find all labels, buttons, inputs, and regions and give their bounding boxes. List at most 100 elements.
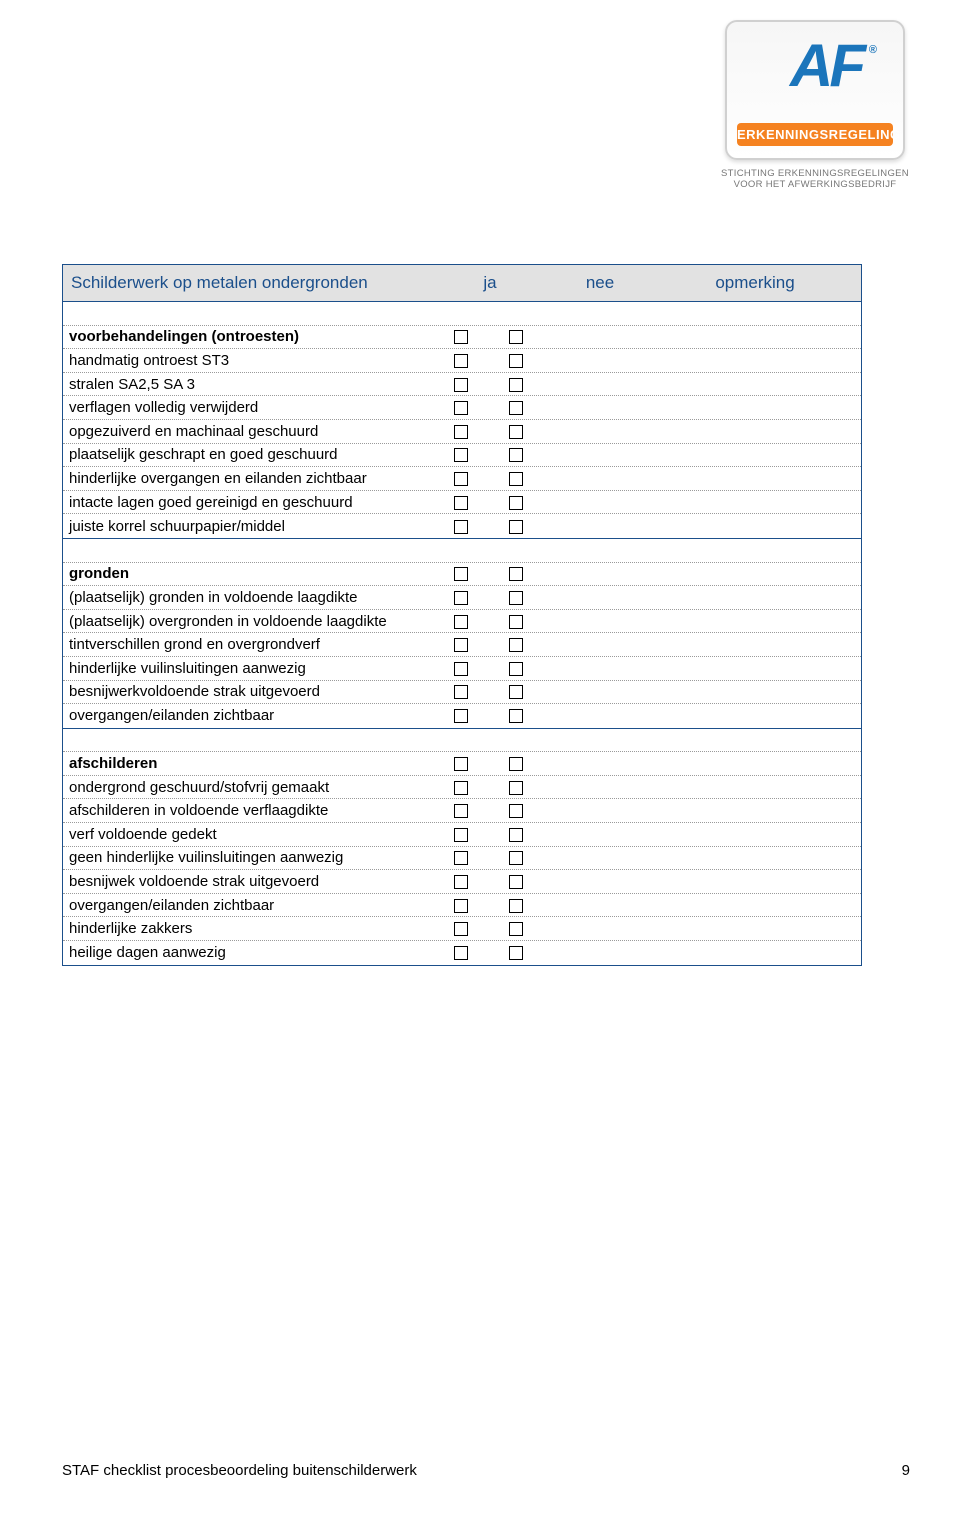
checkbox-ja[interactable] bbox=[454, 378, 468, 392]
checkbox-nee[interactable] bbox=[509, 615, 523, 629]
checkbox-nee[interactable] bbox=[509, 330, 523, 344]
cell-nee bbox=[488, 755, 543, 772]
checkbox-ja[interactable] bbox=[454, 638, 468, 652]
table-row: juiste korrel schuurpapier/middel bbox=[63, 514, 861, 538]
table-row: heilige dagen aanwezig bbox=[63, 941, 861, 965]
checkbox-ja[interactable] bbox=[454, 946, 468, 960]
checkbox-ja[interactable] bbox=[454, 757, 468, 771]
checkbox-nee[interactable] bbox=[509, 401, 523, 415]
checkbox-nee[interactable] bbox=[509, 472, 523, 486]
checkbox-ja[interactable] bbox=[454, 922, 468, 936]
checkbox-ja[interactable] bbox=[454, 472, 468, 486]
checkbox-ja[interactable] bbox=[454, 591, 468, 605]
row-label: hinderlijke overgangen en eilanden zicht… bbox=[63, 470, 433, 487]
checkbox-nee[interactable] bbox=[509, 638, 523, 652]
row-label: hinderlijke vuilinsluitingen aanwezig bbox=[63, 660, 433, 677]
checkbox-ja[interactable] bbox=[454, 781, 468, 795]
checkbox-nee[interactable] bbox=[509, 662, 523, 676]
checkbox-ja[interactable] bbox=[454, 496, 468, 510]
checkbox-ja[interactable] bbox=[454, 804, 468, 818]
checkbox-ja[interactable] bbox=[454, 709, 468, 723]
checkbox-nee[interactable] bbox=[509, 922, 523, 936]
checkbox-ja[interactable] bbox=[454, 330, 468, 344]
checkbox-ja[interactable] bbox=[454, 425, 468, 439]
checkbox-nee[interactable] bbox=[509, 354, 523, 368]
cell-ja bbox=[433, 683, 488, 700]
cell-nee bbox=[488, 779, 543, 796]
checkbox-nee[interactable] bbox=[509, 496, 523, 510]
header-ja: ja bbox=[435, 273, 545, 293]
checkbox-ja[interactable] bbox=[454, 828, 468, 842]
row-label: opgezuiverd en machinaal geschuurd bbox=[63, 423, 433, 440]
logo-area: AF ® ERKENNINGSREGELING STICHTING ERKENN… bbox=[720, 20, 910, 190]
checkbox-ja[interactable] bbox=[454, 520, 468, 534]
logo-letters: AF bbox=[727, 22, 903, 96]
checkbox-nee[interactable] bbox=[509, 520, 523, 534]
cell-ja bbox=[433, 613, 488, 630]
table-row: geen hinderlijke vuilinsluitingen aanwez… bbox=[63, 847, 861, 871]
row-label: voorbehandelingen (ontroesten) bbox=[63, 328, 433, 345]
checkbox-ja[interactable] bbox=[454, 448, 468, 462]
spacer-row bbox=[63, 539, 861, 563]
checkbox-nee[interactable] bbox=[509, 425, 523, 439]
checkbox-ja[interactable] bbox=[454, 899, 468, 913]
checkbox-ja[interactable] bbox=[454, 354, 468, 368]
row-label: handmatig ontroest ST3 bbox=[63, 352, 433, 369]
cell-nee bbox=[488, 494, 543, 511]
checkbox-nee[interactable] bbox=[509, 946, 523, 960]
cell-nee bbox=[488, 920, 543, 937]
checkbox-ja[interactable] bbox=[454, 851, 468, 865]
cell-nee bbox=[488, 802, 543, 819]
cell-ja bbox=[433, 423, 488, 440]
checkbox-nee[interactable] bbox=[509, 828, 523, 842]
row-label: verf voldoende gedekt bbox=[63, 826, 433, 843]
checkbox-nee[interactable] bbox=[509, 448, 523, 462]
checkbox-nee[interactable] bbox=[509, 781, 523, 795]
table-row: overgangen/eilanden zichtbaar bbox=[63, 894, 861, 918]
table-row: overgangen/eilanden zichtbaar bbox=[63, 704, 861, 728]
cell-ja bbox=[433, 826, 488, 843]
checkbox-ja[interactable] bbox=[454, 567, 468, 581]
checkbox-nee[interactable] bbox=[509, 567, 523, 581]
table-row: verflagen volledig verwijderd bbox=[63, 396, 861, 420]
table-row: besnijwerkvoldoende strak uitgevoerd bbox=[63, 681, 861, 705]
checkbox-ja[interactable] bbox=[454, 662, 468, 676]
checkbox-nee[interactable] bbox=[509, 378, 523, 392]
checkbox-nee[interactable] bbox=[509, 875, 523, 889]
cell-ja bbox=[433, 518, 488, 535]
page-footer: STAF checklist procesbeoordeling buitens… bbox=[62, 1462, 910, 1479]
checkbox-ja[interactable] bbox=[454, 401, 468, 415]
row-label: (plaatselijk) gronden in voldoende laagd… bbox=[63, 589, 433, 606]
checkbox-nee[interactable] bbox=[509, 851, 523, 865]
checkbox-nee[interactable] bbox=[509, 709, 523, 723]
row-label: overgangen/eilanden zichtbaar bbox=[63, 707, 433, 724]
row-label: overgangen/eilanden zichtbaar bbox=[63, 897, 433, 914]
spacer-row bbox=[63, 302, 861, 326]
cell-nee bbox=[488, 636, 543, 653]
table-row: verf voldoende gedekt bbox=[63, 823, 861, 847]
checkbox-nee[interactable] bbox=[509, 899, 523, 913]
cell-nee bbox=[488, 565, 543, 582]
checkbox-nee[interactable] bbox=[509, 591, 523, 605]
cell-nee bbox=[488, 470, 543, 487]
cell-ja bbox=[433, 802, 488, 819]
cell-ja bbox=[433, 897, 488, 914]
cell-nee bbox=[488, 423, 543, 440]
table-row: besnijwek voldoende strak uitgevoerd bbox=[63, 870, 861, 894]
row-label: plaatselijk geschrapt en goed geschuurd bbox=[63, 446, 433, 463]
checkbox-nee[interactable] bbox=[509, 685, 523, 699]
cell-ja bbox=[433, 399, 488, 416]
row-label: tintverschillen grond en overgrondverf bbox=[63, 636, 433, 653]
cell-ja bbox=[433, 849, 488, 866]
checkbox-nee[interactable] bbox=[509, 757, 523, 771]
cell-nee bbox=[488, 518, 543, 535]
checkbox-nee[interactable] bbox=[509, 804, 523, 818]
table-row: (plaatselijk) overgronden in voldoende l… bbox=[63, 610, 861, 634]
checkbox-ja[interactable] bbox=[454, 875, 468, 889]
cell-ja bbox=[433, 589, 488, 606]
section-box: afschilderenondergrond geschuurd/stofvri… bbox=[62, 729, 862, 966]
table-row: intacte lagen goed gereinigd en geschuur… bbox=[63, 491, 861, 515]
table-header: Schilderwerk op metalen ondergronden ja … bbox=[62, 264, 862, 302]
checkbox-ja[interactable] bbox=[454, 615, 468, 629]
checkbox-ja[interactable] bbox=[454, 685, 468, 699]
